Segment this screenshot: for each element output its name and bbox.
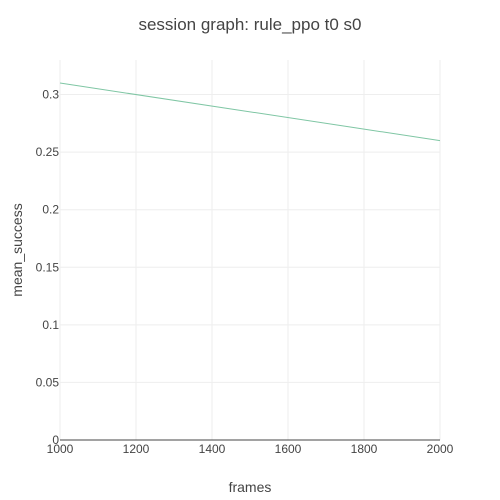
- tick-labels: 1000 1200 1400 1600 1800 2000 0 0.05 0.1 0.15 0.2 0…: [36, 88, 454, 456]
- x-axis-title: frames: [229, 479, 272, 495]
- x-tick-label: 1800: [351, 442, 378, 456]
- chart-title: session graph: rule_ppo t0 s0: [138, 15, 361, 34]
- x-tick-label: 1000: [47, 442, 74, 456]
- grid: [59, 60, 441, 440]
- series: [59, 82, 441, 142]
- x-tick-label: 1600: [275, 442, 302, 456]
- y-tick-label: 0.1: [42, 318, 59, 332]
- y-tick-label: 0: [52, 433, 59, 447]
- y-tick-label: 0.15: [36, 260, 60, 274]
- series-line: [59, 82, 441, 142]
- x-tick-label: 2000: [427, 442, 454, 456]
- y-tick-label: 0.3: [42, 88, 59, 102]
- y-tick-label: 0.25: [36, 145, 60, 159]
- y-tick-label: 0.05: [36, 375, 60, 389]
- x-tick-label: 1200: [123, 442, 150, 456]
- y-axis-title: mean_success: [9, 203, 25, 296]
- y-tick-label: 0.2: [42, 203, 59, 217]
- x-tick-label: 1400: [199, 442, 226, 456]
